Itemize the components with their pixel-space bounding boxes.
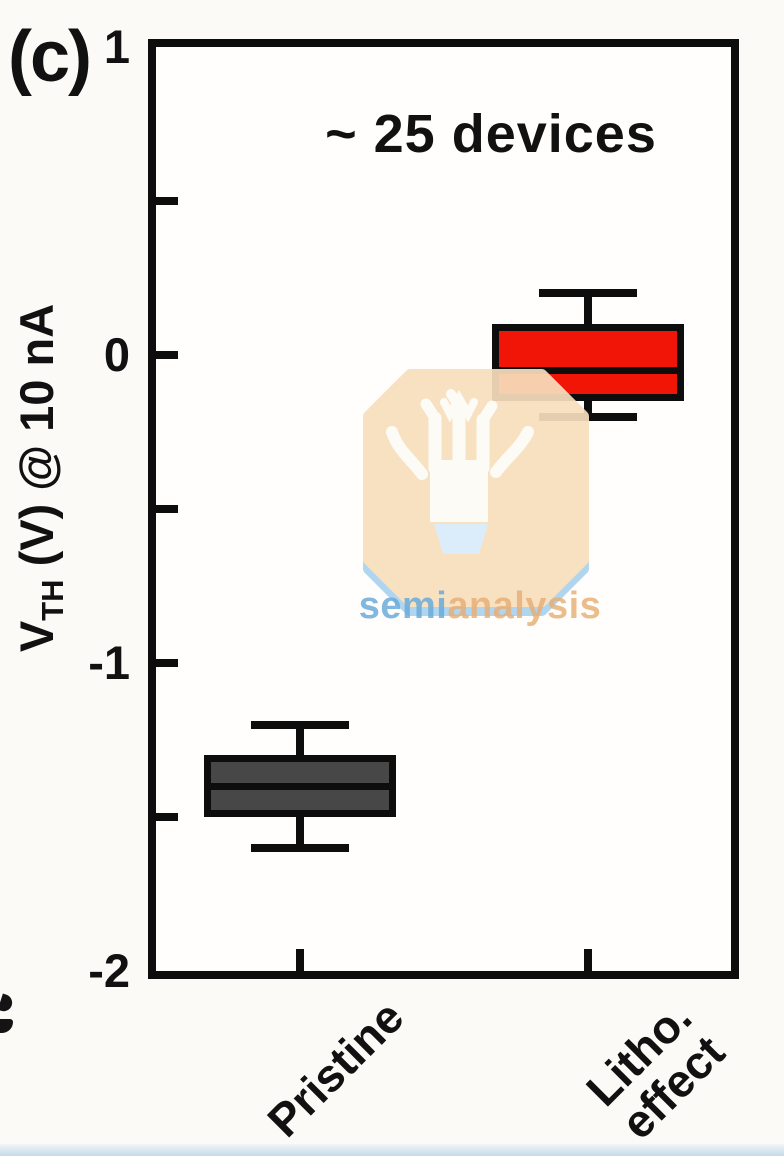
- y-axis-title-subscript: TH: [35, 579, 70, 621]
- y-tick: [156, 659, 178, 667]
- logo-tree-icon: [386, 389, 534, 522]
- watermark-logo: semianalysis: [359, 369, 602, 627]
- box-pristine: [203, 755, 396, 817]
- whisker-cap-upper-litho-effect: [538, 289, 637, 298]
- whisker-cap-upper-pristine: [250, 720, 349, 729]
- device-count-annotation: ~ 25 devices: [325, 104, 657, 164]
- y-tick: [156, 505, 178, 513]
- median-line-litho-effect: [498, 366, 677, 374]
- cropped-glyph-artifact: [0, 1019, 13, 1033]
- whisker-upper-litho-effect: [583, 293, 592, 325]
- whisker-lower-pristine: [295, 817, 304, 848]
- y-tick: [156, 813, 178, 821]
- y-tick: [156, 197, 178, 205]
- logo-pot: [434, 524, 488, 554]
- y-tick: [156, 351, 178, 359]
- y-tick-label: -2: [88, 944, 130, 997]
- whisker-upper-pristine: [295, 724, 304, 756]
- bottom-edge-strip: [0, 1144, 784, 1156]
- panel-label: (c): [8, 17, 92, 97]
- y-tick-label: 0: [103, 328, 130, 381]
- watermark-text: semianalysis: [359, 585, 602, 627]
- x-category-label-pristine: Pristine: [257, 990, 414, 1147]
- whisker-lower-litho-effect: [583, 401, 592, 417]
- x-tick: [295, 949, 304, 971]
- watermark-text-analysis: analysis: [447, 585, 601, 627]
- whisker-cap-lower-pristine: [250, 843, 349, 852]
- median-line-pristine: [210, 782, 389, 790]
- y-tick-label: -1: [88, 636, 130, 689]
- watermark-text-semi: semi: [359, 585, 448, 627]
- box-litho-effect: [491, 324, 684, 402]
- x-tick: [583, 949, 592, 971]
- x-category-label-litho-effect: Litho. effect: [576, 990, 735, 1150]
- cropped-glyph-artifact: [0, 993, 15, 1014]
- y-tick-label: 1: [103, 20, 130, 73]
